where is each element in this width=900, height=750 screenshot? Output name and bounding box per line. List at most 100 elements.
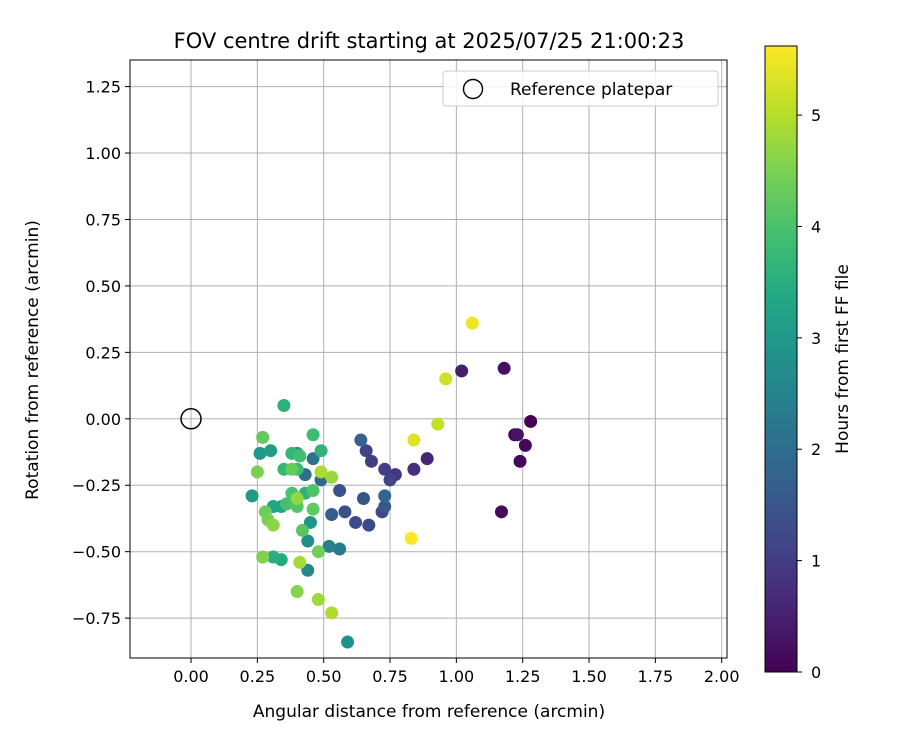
data-point	[518, 438, 532, 452]
data-point	[333, 542, 347, 556]
data-point	[431, 417, 445, 431]
x-tick-label: 0.75	[372, 667, 408, 686]
data-point	[325, 507, 339, 521]
y-tick-label: 0.50	[85, 277, 121, 296]
x-tick-label: 1.75	[638, 667, 674, 686]
data-point	[359, 444, 373, 458]
data-point	[256, 430, 270, 444]
y-tick-label: 1.25	[85, 78, 121, 97]
colorbar-tick-label: 3	[811, 329, 821, 348]
y-tick-label: 1.00	[85, 144, 121, 163]
axis-ticks: 0.00 0.25 0.50 0.75 1.00 1.25 1.50 1.75 2.00 1.25…	[72, 78, 740, 686]
data-point	[404, 531, 418, 545]
colorbar-tick-label: 2	[811, 440, 821, 459]
data-point	[264, 444, 278, 458]
data-point	[349, 515, 363, 529]
data-point	[510, 428, 524, 442]
y-axis-label: Rotation from reference (arcmin)	[23, 220, 43, 500]
data-point	[378, 462, 392, 476]
y-tick-label: −0.50	[72, 543, 121, 562]
data-point	[311, 593, 325, 607]
x-tick-label: 1.25	[505, 667, 541, 686]
legend-box	[442, 70, 719, 107]
y-tick-label: 0.75	[85, 210, 121, 229]
data-point	[311, 545, 325, 559]
data-point	[524, 414, 538, 428]
plot-frame	[129, 59, 728, 659]
chart-title: FOV centre drift starting at 2025/07/25 …	[174, 29, 685, 53]
x-tick-label: 1.00	[439, 667, 475, 686]
data-point	[295, 523, 309, 537]
data-point	[301, 534, 315, 548]
data-point	[439, 372, 453, 386]
colorbar-ticks: 0 1 2 3 4 5	[797, 106, 821, 682]
data-point	[306, 502, 320, 516]
data-point	[253, 446, 267, 460]
data-point	[465, 316, 479, 330]
y-tick-label: 0.00	[85, 410, 121, 429]
colorbar-gradient	[764, 45, 798, 673]
colorbar-tick-label: 4	[811, 217, 821, 236]
data-point	[290, 492, 304, 506]
data-point	[301, 563, 315, 577]
reference-platepar-marker	[180, 408, 202, 430]
legend: Reference platepar	[442, 70, 719, 107]
data-point	[356, 492, 370, 506]
data-point	[407, 462, 421, 476]
data-point	[306, 484, 320, 498]
data-point	[256, 550, 270, 564]
grid	[130, 60, 727, 658]
data-point	[407, 433, 421, 447]
colorbar: 0 1 2 3 4 5 Hours from first FF file	[764, 45, 853, 682]
data-point	[455, 364, 469, 378]
x-tick-label: 0.00	[173, 667, 209, 686]
data-point	[285, 462, 299, 476]
data-point	[250, 465, 264, 479]
x-tick-label: 2.00	[704, 667, 740, 686]
data-point	[338, 505, 352, 519]
data-point	[383, 473, 397, 487]
y-tick-label: 0.25	[85, 343, 121, 362]
data-point	[303, 515, 317, 529]
data-point	[420, 452, 434, 466]
data-point	[245, 489, 259, 503]
data-point	[497, 361, 511, 375]
data-point	[322, 539, 336, 553]
data-point	[341, 635, 355, 649]
x-tick-label: 1.50	[571, 667, 607, 686]
data-point	[266, 550, 280, 564]
data-point	[280, 497, 294, 511]
data-point	[333, 484, 347, 498]
data-point	[325, 470, 339, 484]
data-point	[293, 449, 307, 463]
y-tick-label: −0.75	[72, 609, 121, 628]
colorbar-tick-label: 1	[811, 552, 821, 571]
colorbar-tick-label: 0	[811, 663, 821, 682]
x-tick-label: 0.25	[240, 667, 276, 686]
data-points	[180, 316, 538, 649]
data-point	[266, 518, 280, 532]
data-point	[306, 452, 320, 466]
legend-open-circle-icon	[462, 78, 484, 100]
data-point	[290, 585, 304, 599]
data-point	[306, 428, 320, 442]
data-point	[277, 399, 291, 413]
data-point	[378, 500, 392, 514]
data-point	[513, 454, 527, 468]
x-tick-label: 0.50	[306, 667, 342, 686]
data-point	[325, 606, 339, 620]
y-tick-label: −0.25	[72, 476, 121, 495]
data-point	[314, 465, 328, 479]
legend-entry-label: Reference platepar	[510, 80, 672, 100]
colorbar-tick-label: 5	[811, 106, 821, 125]
data-point	[494, 505, 508, 519]
data-point	[314, 444, 328, 458]
x-axis-label: Angular distance from reference (arcmin)	[253, 702, 605, 722]
colorbar-label: Hours from first FF file	[833, 264, 853, 454]
data-point	[364, 454, 378, 468]
data-point	[293, 555, 307, 569]
data-point	[362, 518, 376, 532]
data-point	[378, 489, 392, 503]
data-point	[354, 433, 368, 447]
